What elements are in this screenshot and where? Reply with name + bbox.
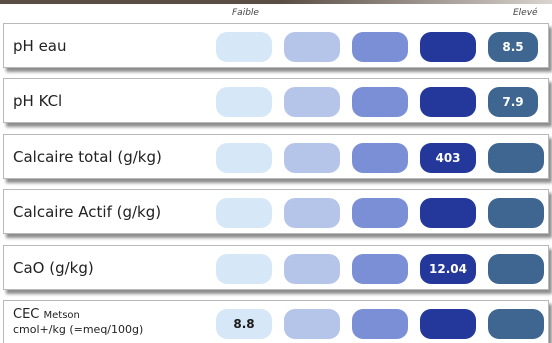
row-label: pH eau <box>13 36 67 55</box>
level-5-cell <box>488 198 544 228</box>
level-1-cell-value: 8.8 <box>216 309 272 339</box>
row-label: Calcaire Actif (g/kg) <box>13 202 162 221</box>
level-2-cell <box>284 309 340 339</box>
level-2-cell <box>284 87 340 117</box>
level-3-cell <box>352 254 408 284</box>
level-5-cell <box>488 309 544 339</box>
level-4-cell <box>420 198 476 228</box>
level-4-cell <box>420 32 476 62</box>
row-label: Calcaire total (g/kg) <box>13 147 162 166</box>
level-1-cell <box>216 32 272 62</box>
level-2-cell <box>284 254 340 284</box>
row-label: CEC Metson cmol+/kg (=meq/100g) <box>13 301 143 343</box>
level-5-cell-value: 7.9 <box>488 87 538 117</box>
level-4-cell <box>420 309 476 339</box>
level-5-cell <box>488 143 544 173</box>
level-4-cell-value: 12.04 <box>420 254 476 284</box>
level-1-cell <box>216 198 272 228</box>
cec-label: CEC <box>13 307 40 322</box>
level-4-cell-value: 403 <box>420 143 476 173</box>
level-3-cell <box>352 309 408 339</box>
cec-unit-label: cmol+/kg (=meq/100g) <box>13 323 144 336</box>
cec-method-label: Metson <box>43 310 80 321</box>
level-2-cell <box>284 32 340 62</box>
level-3-cell <box>352 87 408 117</box>
row-ph-eau: pH eau 8.5 <box>3 23 549 68</box>
level-5-cell <box>488 254 544 284</box>
level-3-cell <box>352 32 408 62</box>
level-3-cell <box>352 198 408 228</box>
cec-main-line: CEC Metson <box>13 308 80 323</box>
level-2-cell <box>284 143 340 173</box>
scale-low-label: Faible <box>232 8 259 18</box>
row-cec: CEC Metson cmol+/kg (=meq/100g) 8.8 <box>3 300 549 343</box>
row-label: pH KCl <box>13 91 63 110</box>
level-4-cell <box>420 87 476 117</box>
row-label: CaO (g/kg) <box>13 258 94 277</box>
row-calcaire-actif: Calcaire Actif (g/kg) <box>3 189 549 234</box>
level-1-cell <box>216 87 272 117</box>
header-stripe <box>0 0 552 4</box>
level-1-cell <box>216 143 272 173</box>
scale-high-label: Elevé <box>513 8 538 18</box>
level-3-cell <box>352 143 408 173</box>
row-ph-kcl: pH KCl 7.9 <box>3 78 549 123</box>
level-2-cell <box>284 198 340 228</box>
row-calcaire-total: Calcaire total (g/kg) 403 <box>3 134 549 179</box>
row-cao: CaO (g/kg) 12.04 <box>3 245 549 290</box>
level-5-cell-value: 8.5 <box>488 32 538 62</box>
level-1-cell <box>216 254 272 284</box>
